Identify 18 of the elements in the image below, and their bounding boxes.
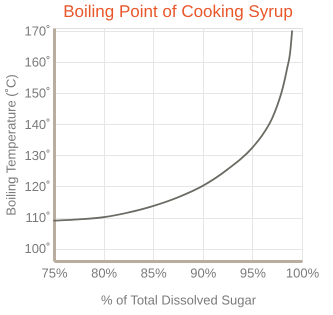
- x-tick-label: 85%: [140, 266, 168, 280]
- x-tick-label: 75%: [41, 266, 68, 280]
- x-tick-label: 80%: [91, 266, 118, 280]
- y-tick-label: 170˚: [24, 24, 50, 39]
- x-tick-label: 100%: [286, 266, 320, 280]
- chart-title: Boiling Point of Cooking Syrup: [63, 2, 293, 22]
- y-axis-title: Boiling Temperature (˚C): [3, 74, 18, 216]
- y-tick-label: 140˚: [24, 116, 50, 132]
- y-tick-label: 160˚: [24, 54, 50, 70]
- x-axis-title: % of Total Dissolved Sugar: [100, 292, 257, 308]
- y-tick-label: 120˚: [24, 178, 50, 194]
- y-tick-label: 150˚: [24, 86, 50, 101]
- y-tick-label: 100˚: [24, 241, 50, 256]
- line-series: [53, 30, 293, 222]
- y-tick-label: 130˚: [24, 148, 50, 163]
- x-tick-label: 90%: [190, 266, 217, 280]
- y-tick-label: 110˚: [25, 210, 50, 226]
- x-tick-label: 95%: [240, 266, 266, 280]
